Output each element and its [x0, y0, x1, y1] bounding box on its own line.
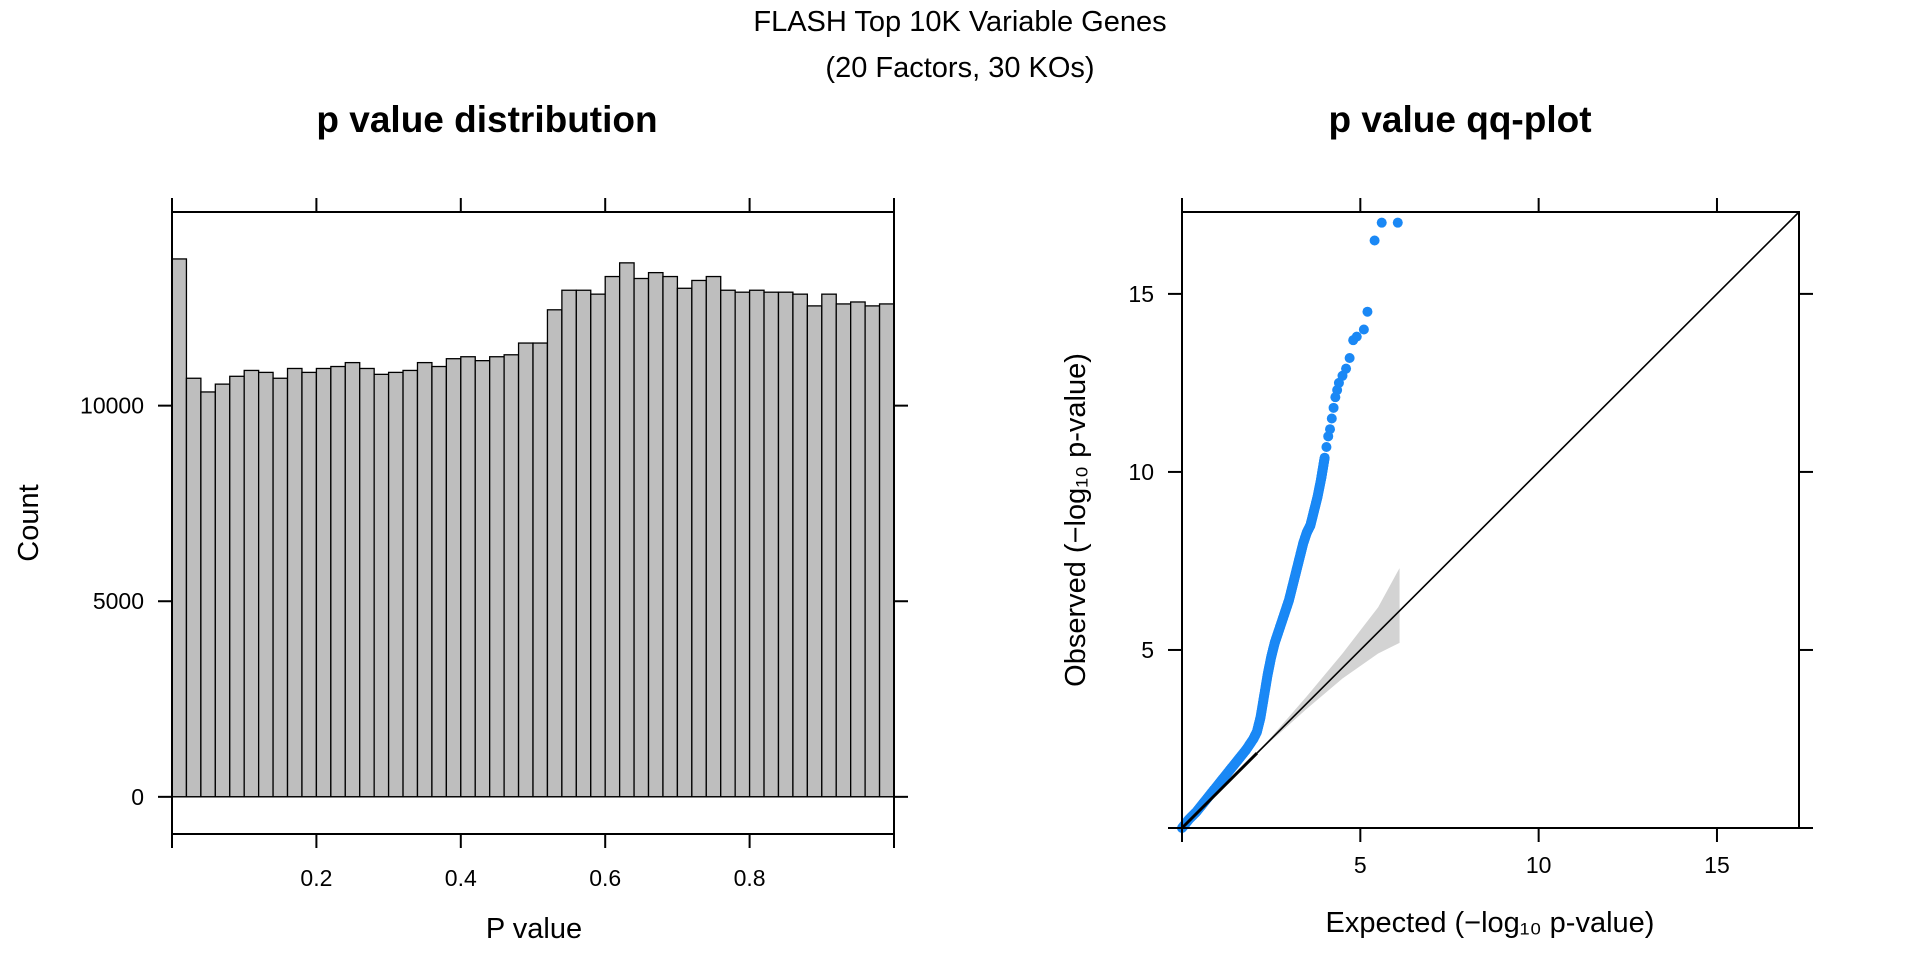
qq-point — [1351, 331, 1362, 342]
histogram-bar — [777, 291, 794, 798]
histogram-bar — [575, 289, 592, 798]
qq-plot-panel: p value qq-plot 5 10 15 5 10 15 Expected (−lo… — [1060, 99, 1813, 939]
qq-plot-title: p value qq-plot — [1328, 99, 1591, 140]
histogram-bar — [344, 361, 361, 798]
histogram-x-axis-label: P value — [486, 913, 582, 945]
histogram-y-tick-label: 10000 — [80, 393, 144, 419]
qq-point — [1325, 424, 1336, 435]
histogram-bar — [821, 293, 837, 798]
qq-point — [1328, 402, 1339, 413]
histogram-bar — [315, 367, 332, 798]
qq-diagonal — [1180, 211, 1800, 830]
histogram-axes: 0.2 0.4 0.6 0.8 0 5000 10000 — [80, 198, 908, 891]
histogram-bar — [850, 301, 866, 798]
histogram-bar — [445, 358, 462, 798]
histogram-bar — [200, 391, 216, 798]
histogram-bar — [171, 258, 188, 798]
histogram-bar — [734, 291, 751, 798]
qq-x-tick-label: 5 — [1354, 852, 1367, 878]
histogram-bar — [546, 309, 563, 798]
histogram-bar — [373, 373, 390, 798]
histogram-panel: p value distribution 0.2 0.4 0.6 0.8 0 5000 10… — [13, 99, 908, 945]
histogram-bar — [676, 287, 693, 798]
qq-point — [1358, 324, 1369, 335]
qq-point — [1392, 217, 1403, 228]
qq-y-tick-label: 10 — [1128, 459, 1154, 485]
histogram-bar — [878, 303, 895, 798]
qq-point — [1344, 352, 1355, 363]
qq-point — [1341, 363, 1352, 374]
figure-title-line-2: (20 Factors, 30 KOs) — [825, 52, 1095, 84]
histogram-bar — [705, 275, 722, 798]
histogram-bar — [662, 275, 679, 798]
qq-confidence-band — [1235, 568, 1400, 775]
histogram-bar — [806, 305, 823, 798]
histogram-bar — [532, 342, 549, 798]
histogram-bar — [633, 277, 650, 798]
qq-axes: 5 10 15 5 10 15 — [1128, 198, 1813, 878]
qq-point — [1319, 452, 1330, 463]
histogram-frame — [171, 211, 895, 835]
histogram-bar — [517, 342, 534, 798]
histogram-bar — [489, 356, 505, 798]
histogram-y-tick-label: 0 — [131, 784, 144, 810]
qq-point — [1321, 442, 1332, 453]
histogram-bar — [257, 371, 274, 798]
histogram-bar — [604, 275, 621, 798]
histogram-bar — [243, 369, 260, 798]
histogram-bar — [474, 360, 491, 798]
histogram-bar — [561, 289, 577, 798]
histogram-bar — [402, 369, 419, 798]
histogram-bar — [185, 377, 202, 798]
histogram-y-tick-label: 5000 — [93, 588, 144, 614]
histogram-x-tick-label: 0.6 — [589, 865, 621, 891]
histogram-bar — [763, 291, 780, 798]
histogram-bar — [792, 293, 809, 798]
qq-diagonal-dense — [1180, 752, 1258, 830]
histogram-bar — [272, 377, 289, 798]
histogram-bar — [387, 371, 404, 798]
histogram-y-axis-label: Count — [13, 484, 45, 561]
qq-point — [1326, 413, 1337, 424]
histogram-bar — [286, 367, 303, 798]
qq-x-tick-label: 15 — [1704, 852, 1730, 878]
histogram-bar — [864, 305, 881, 798]
histogram-bar — [720, 289, 736, 798]
histogram-bar — [229, 375, 245, 798]
qq-point — [1369, 235, 1380, 246]
histogram-bar — [460, 356, 476, 798]
histogram-bar — [431, 365, 448, 798]
qq-x-tick-label: 10 — [1526, 852, 1552, 878]
histogram-bar — [214, 383, 231, 798]
histogram-bar — [618, 262, 635, 798]
histogram-bar — [359, 367, 375, 798]
histogram-bar — [330, 365, 346, 798]
qq-plot-frame — [1181, 211, 1800, 829]
histogram-x-tick-label: 0.4 — [445, 865, 477, 891]
histogram-bar — [835, 303, 852, 798]
qq-points — [1177, 217, 1403, 833]
histogram-bar — [691, 279, 707, 798]
qq-x-axis-label: Expected (−log₁₀ p-value) — [1326, 907, 1655, 939]
histogram-x-tick-label: 0.2 — [300, 865, 332, 891]
histogram-bar — [503, 354, 520, 798]
histogram-bar — [647, 271, 664, 798]
histogram-bar — [590, 293, 606, 798]
histogram-bar — [748, 289, 765, 798]
qq-band-area — [1235, 568, 1400, 775]
qq-point — [1362, 306, 1373, 317]
histogram-bars — [171, 258, 895, 798]
qq-diagonal-line — [1181, 211, 1800, 829]
histogram-bar — [301, 371, 318, 798]
qq-y-axis-label: Observed (−log₁₀ p-value) — [1060, 353, 1092, 687]
histogram-x-tick-label: 0.8 — [734, 865, 766, 891]
figure-title-line-1: FLASH Top 10K Variable Genes — [753, 6, 1167, 38]
qq-y-tick-label: 15 — [1128, 281, 1154, 307]
qq-y-tick-label: 5 — [1141, 637, 1154, 663]
histogram-title: p value distribution — [316, 99, 657, 140]
histogram-bar — [416, 361, 433, 798]
qq-point — [1376, 217, 1387, 228]
